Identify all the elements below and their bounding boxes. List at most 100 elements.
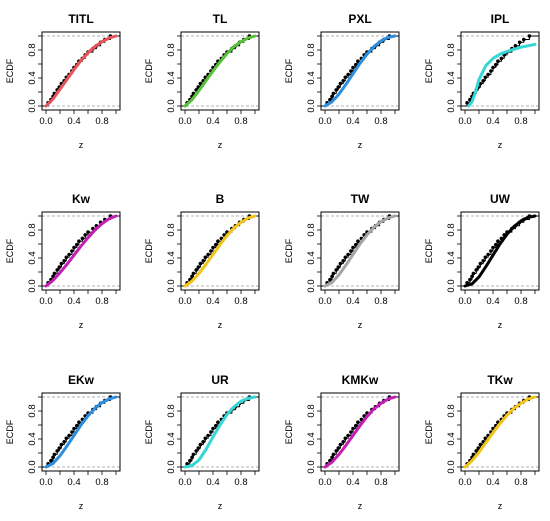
x-tick-label: 0.0: [458, 477, 471, 488]
ecdf-point: [476, 446, 481, 450]
ecdf-point: [331, 91, 336, 96]
x-tick-label: 0.4: [67, 296, 80, 307]
ecdf-point: [343, 75, 348, 80]
ecdf-point: [198, 442, 203, 447]
x-tick-label: 0.8: [234, 116, 247, 127]
ecdf-point: [59, 442, 64, 447]
ecdf-point: [517, 40, 522, 45]
panel-title: UR: [211, 373, 229, 387]
ecdf-point: [209, 249, 213, 253]
panel-title: Kw: [72, 192, 91, 206]
y-tick-label: 0.4: [27, 251, 38, 264]
x-tick-label: 0.4: [346, 116, 359, 127]
ecdf-point: [191, 271, 196, 276]
ecdf-point: [349, 69, 353, 73]
x-tick-label: 0.0: [458, 116, 471, 127]
ecdf-point: [486, 252, 490, 257]
ecdf-point: [491, 245, 495, 250]
fitted-cdf-curve: [323, 395, 397, 469]
chart-panel: EKw 0.0 0.4 0.8 0.0 0.4 0.8 z ECDF: [5, 373, 121, 511]
fitted-cdf-curve: [463, 214, 537, 288]
ecdf-point: [216, 239, 220, 243]
ecdf-point: [198, 81, 203, 86]
ecdf-point: [55, 268, 59, 272]
x-tick-label: 0.8: [514, 296, 527, 307]
chart-panel: UR 0.0 0.4 0.8 0.0 0.4 0.8 z ECDF: [144, 373, 260, 511]
y-tick-label: 0.4: [446, 251, 457, 264]
ecdf-point: [478, 442, 483, 447]
ecdf-point: [499, 56, 504, 61]
y-tick-label: 0.4: [446, 432, 457, 445]
plot-frame: [460, 211, 540, 291]
ecdf-point: [83, 233, 87, 237]
x-tick-label: 0.4: [67, 116, 80, 127]
y-tick-label: 0.0: [306, 99, 317, 112]
x-tick-label: 0.4: [67, 477, 80, 488]
fitted-cdf-curve: [463, 395, 537, 469]
ecdf-point: [67, 252, 71, 257]
x-tick-label: 0.4: [206, 116, 219, 127]
ecdf-point: [201, 440, 205, 444]
ecdf-point: [216, 420, 220, 425]
x-tick-label: 0.0: [318, 116, 331, 127]
ecdf-point: [349, 249, 353, 253]
x-axis-label: z: [358, 501, 363, 511]
y-tick-label: 0.4: [166, 432, 177, 445]
ecdf-point: [62, 259, 66, 263]
x-tick-label: 0.0: [178, 116, 191, 127]
x-tick-label: 0.8: [95, 296, 108, 307]
x-axis-label: z: [79, 501, 84, 511]
ecdf-point: [481, 259, 486, 263]
ecdf-point: [491, 65, 495, 70]
x-tick-label: 0.0: [178, 296, 191, 307]
ecdf-point: [476, 265, 481, 269]
ecdf-point: [49, 458, 53, 463]
ecdf-point: [206, 433, 210, 438]
chart-panel: TITL 0.0 0.4 0.8 0.0 0.4 0.8 z ECDF: [5, 12, 121, 150]
panel-title: B: [216, 192, 225, 206]
y-tick-label: 0.4: [306, 251, 317, 264]
y-axis-label: ECDF: [284, 419, 294, 444]
y-tick-label: 0.0: [446, 460, 457, 473]
ecdf-point: [346, 252, 350, 257]
panel-title: KMKw: [342, 373, 379, 387]
ecdf-point: [496, 59, 500, 63]
ecdf-point: [331, 452, 336, 457]
y-tick-label: 0.0: [306, 460, 317, 473]
ecdf-point: [328, 277, 332, 282]
y-tick-label: 0.8: [166, 404, 177, 417]
ecdf-point: [338, 261, 343, 266]
ecdf-point: [483, 436, 488, 441]
y-tick-label: 0.0: [166, 460, 177, 473]
ecdf-point: [191, 452, 196, 457]
ecdf-point: [489, 249, 493, 253]
ecdf-point: [330, 274, 334, 279]
fitted-cdf-curve: [183, 34, 257, 108]
ecdf-point: [331, 271, 336, 276]
fitted-cdf-curve: [323, 34, 397, 108]
ecdf-point: [196, 265, 201, 269]
fitted-cdf-curve: [44, 395, 118, 469]
chart-panel: PXL 0.0 0.4 0.8 0.0 0.4 0.8 z ECDF: [284, 12, 400, 150]
ecdf-point: [343, 436, 348, 441]
ecdf-point: [52, 452, 57, 457]
ecdf-point: [465, 101, 469, 105]
ecdf-point: [494, 242, 498, 247]
y-axis-label: ECDF: [5, 419, 15, 444]
ecdf-point: [211, 426, 215, 431]
ecdf-point: [474, 449, 479, 453]
chart-panel: B 0.0 0.4 0.8 0.0 0.4 0.8 z ECDF: [144, 192, 260, 330]
ecdf-point: [214, 242, 218, 247]
ecdf-point: [77, 239, 81, 243]
y-tick-label: 0.4: [446, 71, 457, 84]
x-tick-label: 0.0: [318, 296, 331, 307]
ecdf-point: [328, 97, 332, 102]
x-tick-label: 0.4: [486, 116, 499, 127]
y-axis-label: ECDF: [424, 58, 434, 83]
panel-title: TKw: [487, 373, 513, 387]
ecdf-point: [72, 426, 76, 431]
y-tick-label: 0.0: [446, 279, 457, 292]
ecdf-point: [489, 69, 493, 73]
ecdf-point: [341, 259, 346, 263]
ecdf-point: [474, 268, 479, 272]
